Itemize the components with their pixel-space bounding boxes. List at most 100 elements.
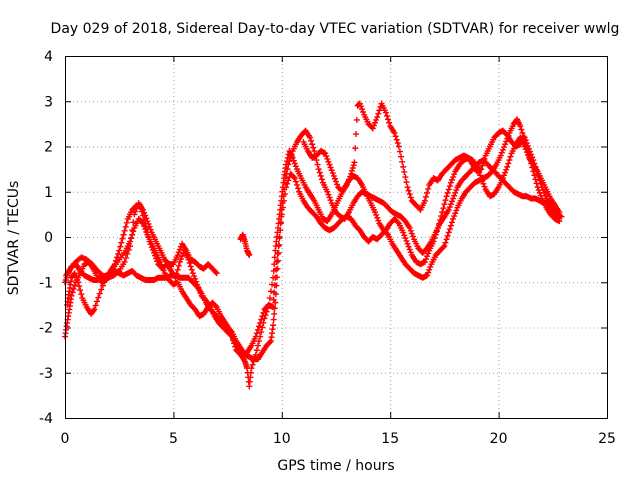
data-point bbox=[424, 189, 431, 196]
data-point bbox=[447, 201, 454, 208]
data-point bbox=[407, 227, 414, 234]
data-point bbox=[143, 215, 150, 222]
data-point bbox=[478, 166, 485, 173]
data-point bbox=[348, 170, 355, 177]
data-point bbox=[443, 236, 450, 243]
data-point bbox=[480, 159, 487, 166]
data-point bbox=[176, 258, 183, 265]
data-point bbox=[309, 141, 316, 148]
data-point bbox=[160, 267, 167, 274]
data-point bbox=[130, 219, 137, 226]
data-point bbox=[402, 174, 409, 181]
data-point bbox=[138, 219, 145, 226]
data-point bbox=[369, 125, 376, 132]
y-tick-label: -4 bbox=[39, 411, 53, 427]
data-point bbox=[140, 206, 147, 213]
data-point bbox=[253, 347, 260, 354]
data-point bbox=[477, 172, 484, 179]
data-point bbox=[434, 224, 441, 231]
data-point bbox=[529, 154, 536, 161]
data-point bbox=[282, 191, 289, 198]
data-point bbox=[408, 230, 415, 237]
data-point bbox=[425, 250, 432, 257]
data-point bbox=[175, 262, 182, 269]
data-point bbox=[531, 160, 538, 167]
data-point bbox=[451, 192, 458, 199]
data-point bbox=[326, 194, 333, 201]
data-point bbox=[120, 231, 127, 238]
data-point bbox=[143, 228, 150, 235]
data-point bbox=[266, 339, 273, 346]
x-tick-labels: 0 5 10 15 20 25 bbox=[61, 431, 616, 447]
data-point bbox=[212, 303, 219, 310]
data-point bbox=[256, 338, 263, 345]
data-point bbox=[536, 177, 543, 184]
data-point bbox=[78, 291, 85, 298]
data-point bbox=[326, 161, 333, 168]
data-point bbox=[132, 208, 139, 215]
data-point bbox=[280, 197, 287, 204]
data-point bbox=[192, 275, 199, 282]
data-point bbox=[440, 205, 447, 212]
data-point bbox=[351, 159, 358, 166]
data-point bbox=[76, 283, 83, 290]
data-point bbox=[401, 168, 408, 175]
data-point bbox=[277, 227, 284, 234]
y-tick-label: 2 bbox=[44, 140, 53, 156]
data-point bbox=[372, 119, 379, 126]
data-point bbox=[407, 194, 414, 201]
data-point bbox=[421, 197, 428, 204]
x-tick-label: 0 bbox=[61, 431, 70, 447]
data-point bbox=[328, 167, 335, 174]
data-point bbox=[254, 326, 261, 333]
data-point bbox=[425, 269, 432, 276]
data-point bbox=[452, 189, 459, 196]
data-point bbox=[445, 229, 452, 236]
data-point bbox=[451, 171, 458, 178]
data-point bbox=[394, 219, 401, 226]
data-point bbox=[431, 235, 438, 242]
data-point bbox=[376, 107, 383, 114]
y-tick-label: -2 bbox=[39, 321, 53, 337]
data-point bbox=[190, 273, 197, 280]
data-point bbox=[446, 183, 453, 190]
data-point bbox=[398, 153, 405, 160]
x-tick-label: 25 bbox=[598, 431, 616, 447]
data-point bbox=[507, 153, 514, 160]
data-point bbox=[129, 227, 136, 234]
data-point bbox=[323, 153, 330, 160]
data-point bbox=[95, 294, 102, 301]
data-point bbox=[174, 252, 181, 259]
data-point bbox=[532, 176, 539, 183]
data-point bbox=[442, 239, 449, 246]
data-point bbox=[400, 163, 407, 170]
data-point bbox=[271, 310, 278, 317]
data-point bbox=[122, 223, 129, 230]
plot-frame bbox=[65, 56, 608, 419]
data-point bbox=[357, 103, 364, 110]
data-point bbox=[532, 163, 539, 170]
data-point bbox=[432, 231, 439, 238]
data-point bbox=[448, 198, 455, 205]
data-point bbox=[333, 178, 339, 185]
data-point bbox=[293, 181, 300, 188]
data-point bbox=[501, 172, 508, 179]
data-point bbox=[275, 243, 282, 250]
data-point bbox=[540, 187, 547, 194]
data-point bbox=[270, 316, 277, 323]
data-point bbox=[270, 322, 277, 329]
data-point bbox=[425, 185, 432, 192]
data-point bbox=[404, 240, 411, 247]
data-point bbox=[395, 143, 402, 150]
data-point bbox=[453, 187, 460, 194]
data-point bbox=[259, 324, 266, 331]
data-point bbox=[147, 226, 154, 233]
data-point bbox=[177, 256, 184, 263]
data-point bbox=[125, 247, 132, 254]
data-point bbox=[421, 258, 428, 265]
data-point bbox=[267, 288, 274, 295]
data-point bbox=[277, 219, 284, 226]
data-point bbox=[123, 219, 130, 226]
data-point bbox=[445, 186, 452, 193]
